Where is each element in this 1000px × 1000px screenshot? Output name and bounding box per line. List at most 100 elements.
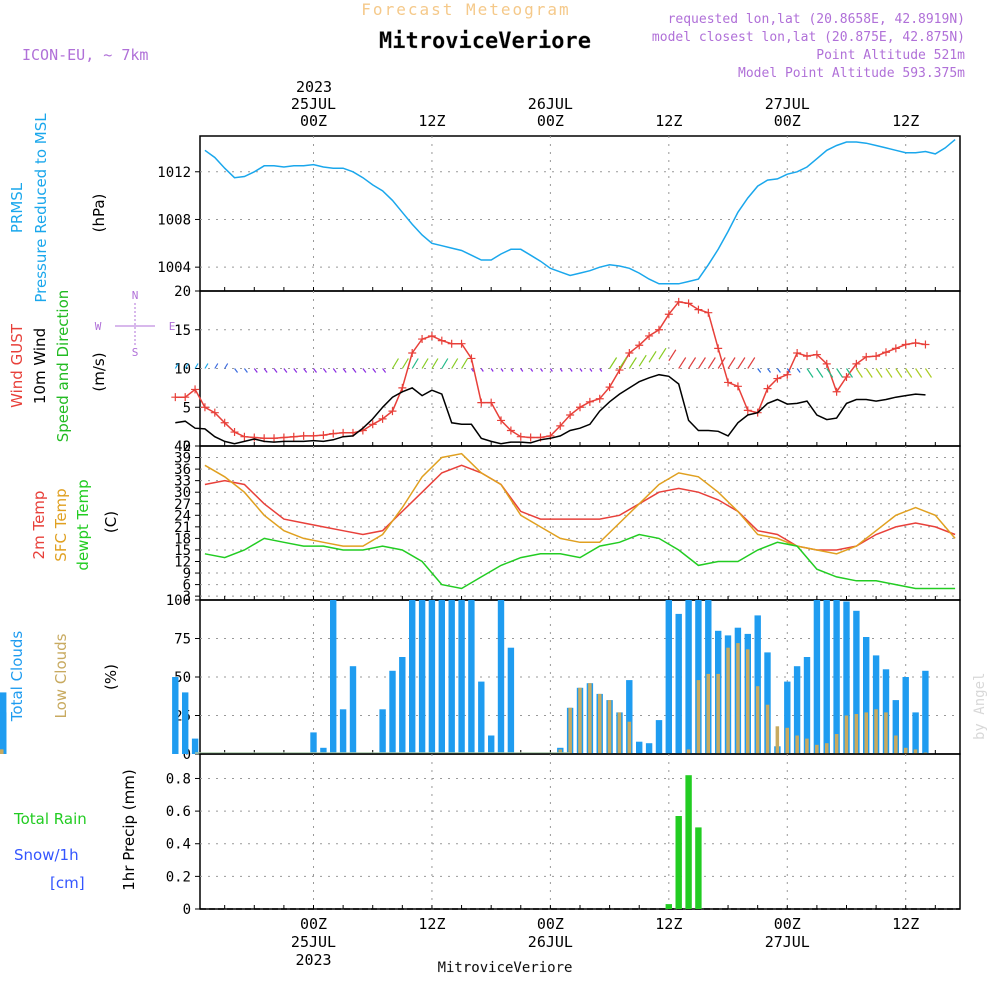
ytick-label: 9 xyxy=(183,566,191,582)
bar-total-clouds xyxy=(0,712,7,754)
wind-direction-arrow xyxy=(273,368,278,373)
bar-low-clouds xyxy=(795,735,799,754)
gust-marker xyxy=(714,344,723,353)
bar-low-clouds xyxy=(805,738,809,754)
bar-low-clouds xyxy=(785,727,789,754)
gust-marker xyxy=(339,428,348,437)
bar-total-clouds xyxy=(339,709,347,754)
gust-marker xyxy=(733,382,742,391)
ylabel-cm: [cm] xyxy=(50,874,85,892)
bar-total-clouds xyxy=(320,747,327,754)
ylabel-wind-0: Wind GUST xyxy=(8,323,26,408)
bar-total-clouds xyxy=(912,712,919,754)
ytick-label: 21 xyxy=(174,520,191,536)
bar-low-clouds xyxy=(706,673,710,754)
wind-direction-arrow xyxy=(540,368,544,372)
unit-percent: (%) xyxy=(102,664,120,690)
top-time-label: 12Z xyxy=(892,112,919,130)
wind-direction-arrow xyxy=(431,358,439,369)
bar-total-clouds xyxy=(843,601,850,754)
gust-marker xyxy=(240,432,249,441)
gust-marker xyxy=(605,383,614,392)
top-time-label: 25JUL xyxy=(291,95,336,113)
wind-direction-arrow xyxy=(263,368,268,373)
gust-marker xyxy=(763,384,772,393)
wind-direction-arrow xyxy=(638,354,647,367)
gust-marker xyxy=(289,432,298,441)
bar-low-clouds xyxy=(825,743,829,754)
ytick-label: 33 xyxy=(174,474,191,490)
ytick-label: 0 xyxy=(183,747,191,763)
ytick-label: 15 xyxy=(174,543,191,559)
gust-marker xyxy=(270,434,279,443)
bar-total-clouds xyxy=(428,600,436,754)
ytick-label: 0 xyxy=(183,439,191,455)
ytick-label: 0.6 xyxy=(166,804,191,820)
bar-total-clouds xyxy=(478,681,485,754)
closest-coords: model closest lon,lat (20.875E, 42.875N) xyxy=(652,30,965,45)
wind-direction-arrow xyxy=(352,368,357,373)
bar-low-clouds xyxy=(913,749,918,754)
gust-marker xyxy=(724,378,733,387)
wind-direction-arrow xyxy=(855,368,863,378)
chart-subtitle: Forecast Meteogram xyxy=(361,0,570,19)
bar-total-clouds xyxy=(191,738,199,754)
bottom-time-label: 12Z xyxy=(418,915,445,933)
ytick-label: 1012 xyxy=(157,165,191,181)
bar-total-clouds xyxy=(793,666,801,754)
wind-direction-arrow xyxy=(451,358,459,369)
wind-direction-arrow xyxy=(441,358,449,369)
panel-1: 1004 1008 1012 xyxy=(157,135,961,292)
gust-marker xyxy=(526,433,535,442)
bar-total-clouds xyxy=(823,600,830,754)
wind-direction-arrow xyxy=(806,368,814,378)
gust-marker xyxy=(585,397,594,406)
ytick-label: 100 xyxy=(166,593,191,609)
series-line-wind-gust xyxy=(175,301,926,440)
wind-direction-arrow xyxy=(520,368,524,372)
wind-direction-arrow xyxy=(174,363,179,369)
top-time-label: 00Z xyxy=(300,112,327,130)
bar-total-clouds xyxy=(172,677,179,754)
unit-c: (C) xyxy=(102,511,120,533)
gust-marker xyxy=(566,411,575,419)
gust-marker xyxy=(457,339,466,348)
series-line-sfc-temp xyxy=(204,452,956,555)
ylabel-wind-1: 10m Wind xyxy=(31,328,49,404)
ytick-label: 1004 xyxy=(157,260,191,276)
bar-low-clouds xyxy=(736,643,740,754)
bar-total-clouds xyxy=(764,652,771,754)
gust-marker xyxy=(427,331,436,340)
panel-frame xyxy=(199,135,961,292)
gust-marker xyxy=(852,359,861,368)
gust-marker xyxy=(279,433,288,442)
wind-direction-arrow xyxy=(204,363,209,369)
ylabel-temp-1: SFC Temp xyxy=(52,488,70,561)
wind-direction-arrow xyxy=(757,368,762,373)
bar-total-clouds xyxy=(853,610,860,754)
wind-direction-arrow xyxy=(243,368,248,373)
ytick-label: 0.8 xyxy=(166,771,191,787)
bar-low-clouds xyxy=(864,712,868,754)
wind-direction-arrow xyxy=(668,349,677,362)
wind-direction-arrow xyxy=(707,357,716,369)
gust-marker xyxy=(743,406,752,415)
wind-direction-arrow xyxy=(480,368,484,372)
series-line-2m-temp xyxy=(204,464,956,551)
wind-direction-arrow xyxy=(421,358,429,369)
gust-marker xyxy=(881,348,890,357)
wind-direction-arrow xyxy=(303,368,308,373)
bar-low-clouds xyxy=(617,712,622,754)
panel-y-labels: PRMSL Pressure Reduced to MSL (hPa) Wind GU… xyxy=(8,113,175,892)
wind-direction-arrow xyxy=(382,368,387,373)
bar-total-clouds xyxy=(754,615,761,754)
wind-direction-arrow xyxy=(648,350,657,363)
bar-total-clouds xyxy=(379,709,386,754)
gust-marker xyxy=(674,297,683,306)
compass-e: E xyxy=(169,320,176,333)
bar-total-clouds xyxy=(389,670,396,754)
bar-total-clouds xyxy=(310,732,317,754)
wind-direction-arrow xyxy=(658,347,667,360)
gust-marker xyxy=(862,352,871,361)
